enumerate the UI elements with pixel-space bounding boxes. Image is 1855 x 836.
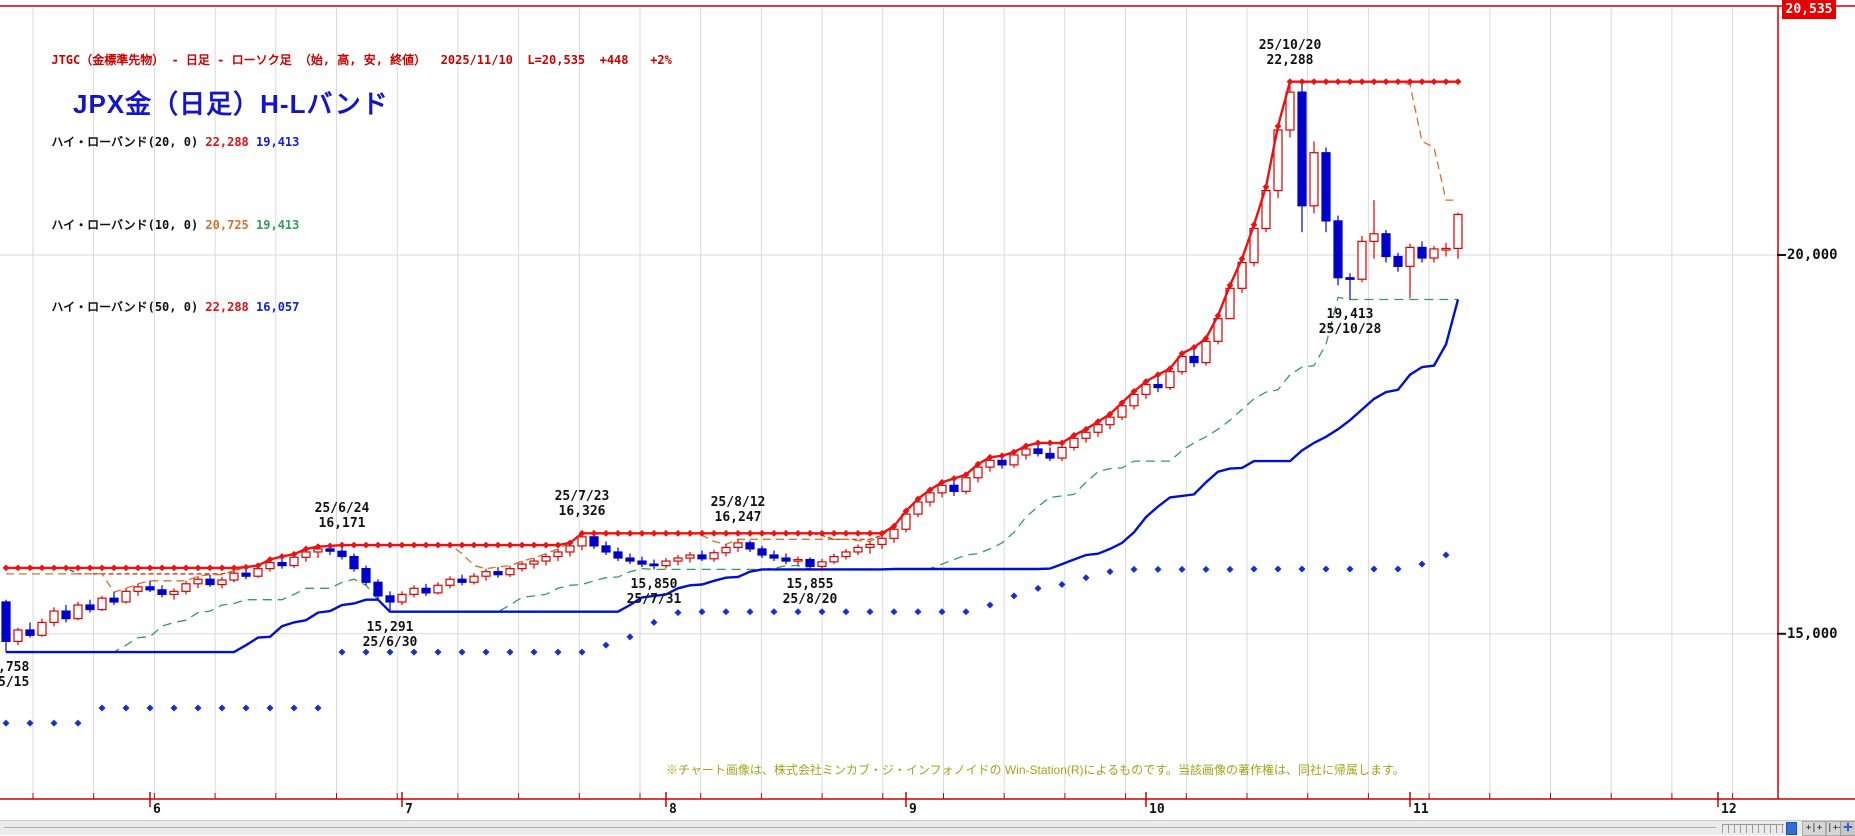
indicator-legend-row: ハイ・ローバンド(10, 0) 20,725 19,413 — [8, 200, 672, 250]
x-axis-month-label: 6 — [153, 802, 161, 817]
current-price-badge: 20,535 — [1782, 0, 1836, 19]
chart-annotation: ,758 5/15 — [0, 660, 30, 691]
scrollbar-groove — [4, 827, 1716, 828]
indicator-legend-row: ハイ・ローバンド(50, 0) 22,288 16,057 — [8, 283, 672, 333]
indicator-name: ハイ・ローバンド(50, 0) — [51, 300, 199, 314]
indicator-high-value: 20,725 — [205, 217, 249, 232]
indicator-name: ハイ・ローバンド(10, 0) — [51, 217, 199, 232]
time-scrollbar[interactable]: +|+ |++| ✛ — [0, 820, 1855, 836]
chart-annotation: 25/8/12 16,247 — [710, 495, 766, 526]
x-axis-month-label: 8 — [669, 802, 677, 817]
indicator-legend-row: ハイ・ローバンド(20, 0) 22,288 19,413 — [8, 118, 672, 168]
chart-annotation: 25/6/24 16,171 — [314, 501, 370, 532]
indicator-high-value: 22,288 — [205, 135, 249, 149]
y-axis-price-label: 15,000 — [1787, 625, 1838, 642]
x-axis-month-label: 7 — [405, 802, 413, 817]
chart-annotation: 15,855 25/8/20 — [782, 577, 838, 607]
chart-annotation: 25/10/20 22,288 — [1258, 37, 1322, 68]
chart-annotation: 15,850 25/7/31 — [626, 577, 682, 608]
indicator-low-value: 19,413 — [256, 135, 300, 149]
price-change-percent: +2% — [650, 52, 672, 67]
page-title: JPX金（日足）H-Lバンド — [73, 89, 389, 119]
indicator-name: ハイ・ローバンド(20, 0) — [51, 135, 199, 149]
x-axis-month-label: 10 — [1149, 802, 1165, 817]
scale-ruler[interactable] — [1722, 824, 1784, 833]
x-axis-month-label: 12 — [1721, 802, 1737, 817]
indicator-low-value: 19,413 — [256, 217, 300, 232]
y-axis-price-label: 20,000 — [1787, 247, 1838, 263]
price-change: +448 — [599, 52, 629, 67]
instrument-info-line: JTGC（金標準先物） - 日足 - ローソク足 （始, 高, 安, 終値） 2… — [8, 35, 672, 85]
chart-annotation: 25/7/23 16,326 — [554, 489, 610, 520]
indicator-low-value: 16,057 — [256, 300, 300, 314]
chart-annotation: 15,291 25/6/30 — [362, 619, 418, 650]
x-axis-month-label: 11 — [1413, 802, 1429, 817]
instrument-name: JTGC（金標準先物） - 日足 - ローソク足 （始, 高, 安, 終値） — [51, 52, 427, 67]
copyright-note: ※チャート画像は、株式会社ミンカブ・ジ・インフォノイドの Win-Station… — [666, 763, 1405, 777]
chart-annotation: 19,413 25/10/28 — [1318, 307, 1382, 338]
x-axis-month-label: 9 — [909, 802, 917, 817]
session-date: 2025/11/10 — [440, 52, 513, 67]
last-price-label: L=20,535 — [527, 52, 586, 67]
indicator-high-value: 22,288 — [205, 300, 249, 314]
chart-header: JTGC（金標準先物） - 日足 - ローソク足 （始, 高, 安, 終値） 2… — [8, 2, 672, 365]
scrollbar-thumb-icon[interactable] — [1786, 822, 1797, 835]
scale-expand-button[interactable]: +|+ — [1802, 821, 1826, 836]
